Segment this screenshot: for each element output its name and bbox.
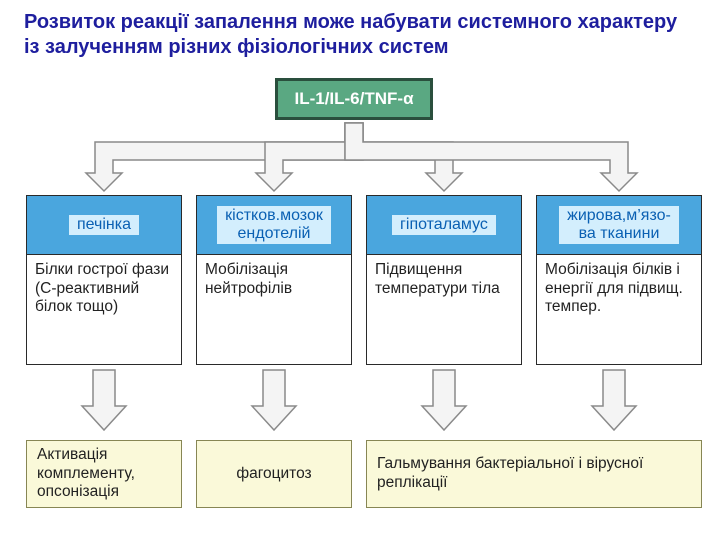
column-head-0: печінка (26, 195, 182, 255)
column-body-3: Мобілізація білків і енергії для підвищ.… (536, 255, 702, 365)
column-head-3: жирова,м’язо- ва тканини (536, 195, 702, 255)
outcome-box-2: Гальмування бактеріальної і вірусної реп… (366, 440, 702, 508)
column-head-2: гіпоталамус (366, 195, 522, 255)
column-head-label: жирова,м’язо- ва тканини (559, 206, 679, 245)
down-arrow-0 (82, 370, 126, 430)
down-arrow-2 (422, 370, 466, 430)
column-body-2: Підвищення температури тіла (366, 255, 522, 365)
column-body-0: Білки гострої фази (С-реактивний білок т… (26, 255, 182, 365)
outcome-label: Гальмування бактеріальної і вірусної реп… (377, 455, 691, 492)
outcome-label: Активація комплементу, опсонізація (37, 446, 171, 502)
branching-arrows (0, 0, 720, 220)
down-arrow-1 (252, 370, 296, 430)
outcome-label: фагоцитоз (236, 465, 311, 484)
column-head-label: кістков.мозок ендотелій (217, 206, 331, 245)
column-head-label: печінка (69, 215, 139, 235)
outcome-box-1: фагоцитоз (196, 440, 352, 508)
column-head-1: кістков.мозок ендотелій (196, 195, 352, 255)
column-body-1: Мобілізація нейтрофілів (196, 255, 352, 365)
outcome-box-0: Активація комплементу, опсонізація (26, 440, 182, 508)
column-head-label: гіпоталамус (392, 215, 496, 235)
down-arrow-3 (592, 370, 636, 430)
